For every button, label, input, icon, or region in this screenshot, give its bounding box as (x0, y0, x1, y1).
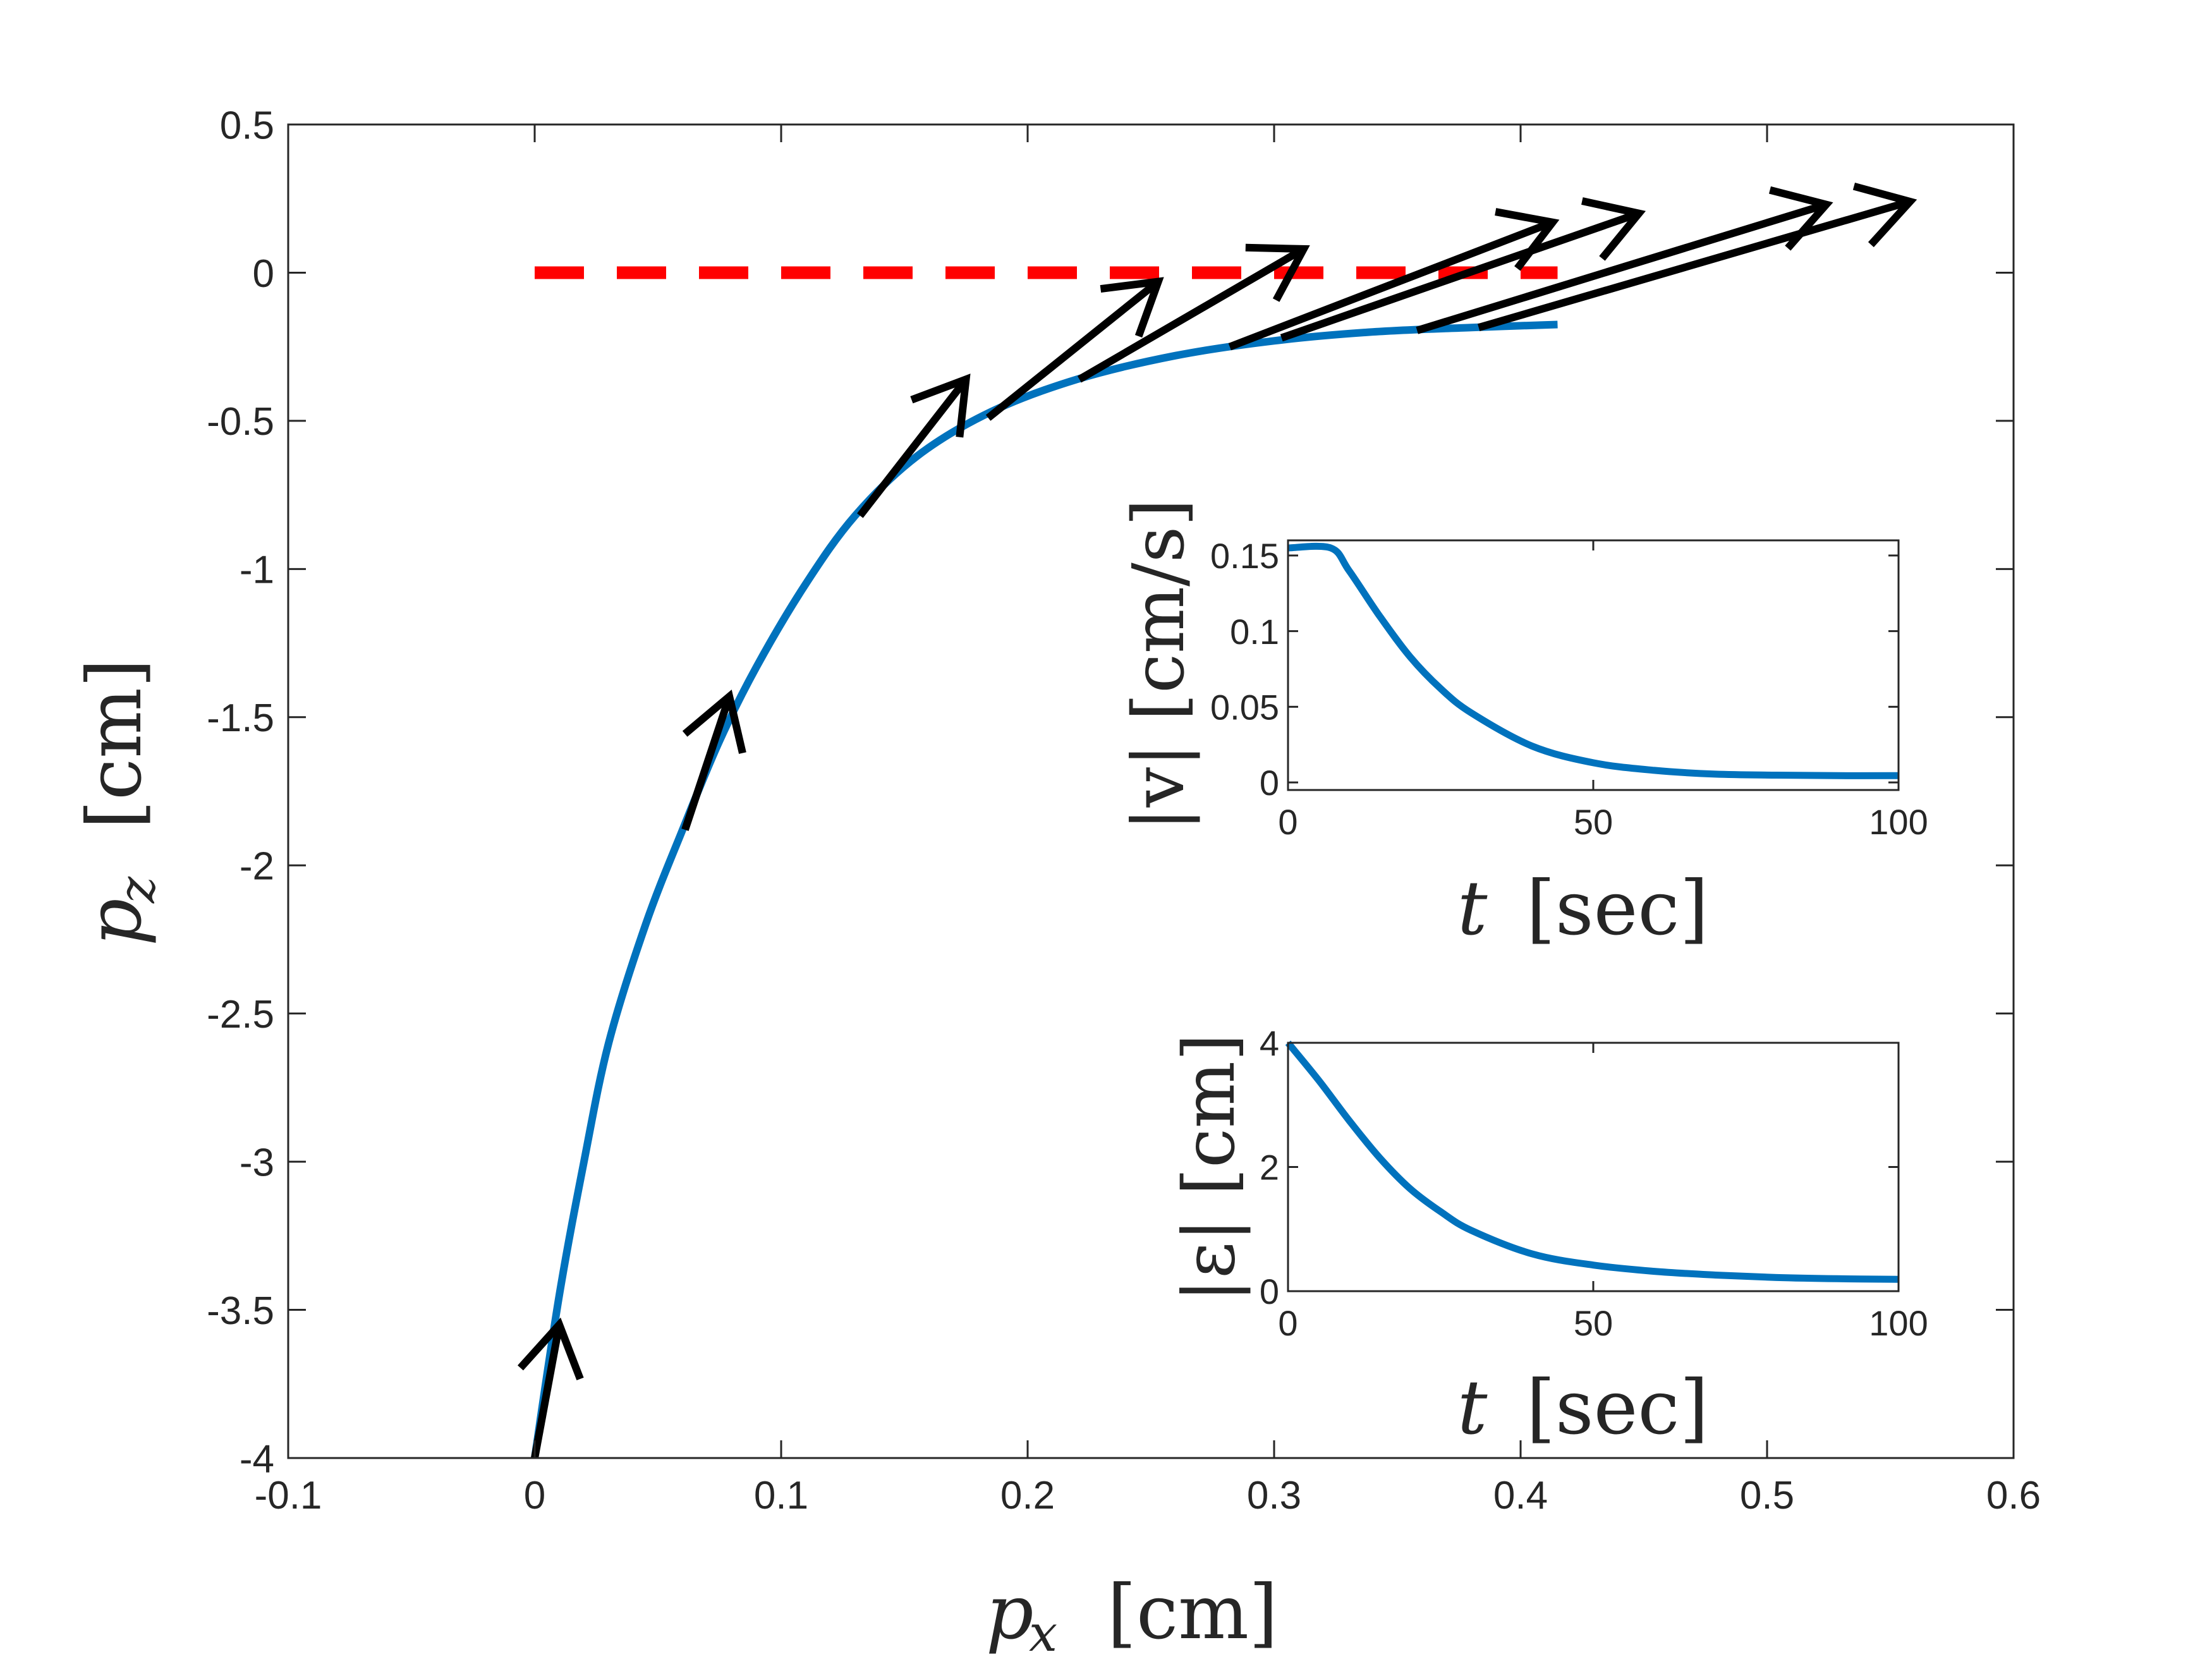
velocity-xlabel-unit: [sec] (1526, 865, 1709, 952)
quiver-arrow (857, 374, 971, 518)
main-y-axis-label: p z [cm] (71, 659, 166, 946)
main-x-axis-label: p x [cm] (986, 1569, 1278, 1659)
main-ytick-label: -2 (240, 845, 274, 889)
main-axes: -0.1 0 0.1 0.2 0.3 0.4 0.5 0.6 -4 -3.5 -3 -2.5 -2 -1.… (71, 104, 2041, 1659)
velocity-ytick-label: 0.05 (1210, 687, 1279, 727)
error-inset-axes: 0 50 100 0 2 4 t [sec] |ε| [cm] (1169, 1023, 1928, 1451)
main-ytick-label: -1 (240, 549, 274, 592)
main-xtick-label: 0.4 (1493, 1474, 1548, 1517)
quiver-arrow-shaft (985, 278, 1161, 421)
velocity-inset-box (1287, 539, 1900, 791)
velocity-xtick-label: 100 (1869, 802, 1928, 842)
velocity-speed-line (1287, 542, 1899, 779)
main-xtick-label: 0.5 (1740, 1474, 1794, 1517)
error-error-line (1285, 1040, 1899, 1283)
velocity-ylabel: |v| [cm/s] (1118, 499, 1200, 831)
main-ytick-label: -0.5 (207, 400, 274, 444)
main-ytick-label: 0 (253, 252, 274, 296)
velocity-inset-background (1288, 540, 1899, 790)
main-ticks: -0.1 0 0.1 0.2 0.3 0.4 0.5 0.6 -4 -3.5 -3 -2.5 -2 -1.… (207, 104, 2041, 1517)
quiver-arrow (681, 690, 746, 831)
quiver-arrow (1478, 182, 1917, 331)
error-inset-background (1288, 1043, 1899, 1291)
error-ytick-label: 0 (1260, 1272, 1279, 1311)
quiver-arrow-shaft (857, 377, 969, 518)
error-inset-box (1287, 1042, 1900, 1292)
velocity-ytick-label: 0.1 (1230, 612, 1279, 652)
quiver-arrow-head (1581, 197, 1646, 261)
quiver-arrow-shaft (1280, 210, 1641, 342)
quiver-arrow-head (1245, 243, 1310, 302)
quiver-arrow-shaft (1478, 198, 1911, 331)
error-ytick-label: 2 (1260, 1148, 1279, 1188)
velocity-inset-x-axis-label: t [sec] (1457, 865, 1709, 952)
quiver-arrow (1280, 197, 1646, 342)
error-inset-plot-area (1285, 1040, 1899, 1283)
error-xtick-label: 100 (1869, 1303, 1928, 1343)
main-ytick-label: 0.5 (220, 104, 274, 147)
main-ylabel-sub: z (107, 876, 166, 904)
velocity-inset-y-axis-label: |v| [cm/s] (1118, 499, 1200, 831)
quiver-arrow-shaft (681, 695, 733, 831)
velocity-xtick-label: 0 (1278, 802, 1297, 842)
error-ylabel: |ε| [cm] (1169, 1033, 1251, 1302)
velocity-xtick-label: 50 (1574, 802, 1613, 842)
quiver-arrow (1077, 243, 1310, 383)
error-ytick-label: 4 (1260, 1023, 1279, 1063)
error-inset-x-axis-label: t [sec] (1457, 1364, 1709, 1451)
main-xtick-label: 0.2 (1000, 1474, 1055, 1517)
main-xlabel-sub: x (1029, 1604, 1057, 1659)
error-xtick-label: 50 (1574, 1303, 1613, 1343)
main-ylabel-unit: [cm] (71, 659, 158, 829)
quiver-arrow-shaft (531, 1323, 563, 1459)
main-xlabel-unit: [cm] (1107, 1569, 1278, 1656)
quiver-arrow-head (1852, 182, 1917, 248)
error-xlabel-unit: [sec] (1526, 1364, 1709, 1451)
main-trajectory-line (531, 320, 1558, 1459)
main-ytick-label: -3 (240, 1141, 274, 1184)
main-xtick-label: -0.1 (255, 1474, 322, 1517)
main-plot-area (517, 182, 1917, 1459)
error-inset-y-axis-label: |ε| [cm] (1169, 1033, 1251, 1302)
quiver-arrow-head (517, 1317, 584, 1381)
quiver-arrow-head (910, 374, 971, 438)
velocity-xlabel-var: t (1457, 865, 1488, 952)
main-xlabel-var: p (986, 1569, 1034, 1656)
quiver-arrow-head (1100, 277, 1164, 338)
quiver-arrow-shaft (1416, 200, 1828, 334)
velocity-ytick-label: 0.15 (1210, 536, 1279, 576)
velocity-inset-plot-area (1287, 542, 1899, 779)
main-ytick-label: -1.5 (207, 696, 274, 740)
main-ylabel-var: p (71, 898, 158, 946)
main-xtick-label: 0.1 (754, 1474, 808, 1517)
velocity-ytick-label: 0 (1260, 763, 1279, 803)
main-xtick-label: 0 (524, 1474, 545, 1517)
error-xtick-label: 0 (1278, 1303, 1297, 1343)
main-ytick-label: -4 (240, 1437, 274, 1481)
main-xtick-label: 0.3 (1247, 1474, 1301, 1517)
main-ytick-label: -2.5 (207, 993, 274, 1036)
main-axes-box (287, 123, 2015, 1459)
velocity-inset-axes: 0 50 100 0 0.05 0.1 0.15 t [sec] |v| [cm/s] (1118, 499, 1928, 952)
main-xtick-label: 0.6 (1986, 1474, 2041, 1517)
quiver-arrow-head (682, 690, 746, 754)
quiver-arrow-shaft (1228, 219, 1554, 351)
main-ytick-label: -3.5 (207, 1289, 274, 1333)
quiver-arrow-shaft (1077, 245, 1306, 383)
error-xlabel-var: t (1457, 1364, 1488, 1451)
quiver-arrow (517, 1317, 584, 1459)
quiver-arrow (985, 277, 1164, 421)
